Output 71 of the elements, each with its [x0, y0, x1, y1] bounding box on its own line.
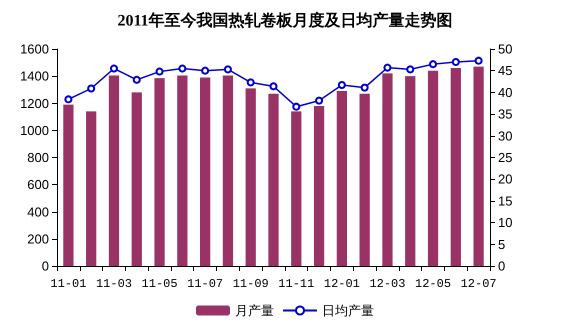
- point: [429, 60, 438, 68]
- bar: [200, 77, 210, 266]
- x-tick-label: 11-03: [96, 277, 132, 291]
- bar: [86, 111, 96, 266]
- y-tick-label: 1600: [20, 42, 49, 56]
- bar: [246, 88, 256, 266]
- point: [64, 95, 72, 104]
- y-tick-label: 600: [27, 177, 49, 192]
- bar: [450, 68, 461, 266]
- point: [110, 64, 118, 73]
- y2-tick-label: 40: [498, 84, 512, 100]
- y-tick-label: 1000: [20, 122, 49, 138]
- bar: [222, 75, 234, 266]
- y2-tick-label: 10: [498, 215, 512, 230]
- point: [224, 65, 232, 74]
- bar: [154, 78, 165, 266]
- x-tick-label: 12-07: [460, 277, 497, 291]
- bar: [314, 106, 324, 266]
- point: [383, 64, 392, 72]
- y-tick-label: 400: [27, 204, 49, 220]
- point: [452, 58, 460, 66]
- bar: [268, 94, 279, 266]
- point: [360, 84, 369, 92]
- point: [474, 56, 483, 65]
- y2-tick-label: 35: [498, 106, 512, 122]
- x-tick-label: 11-07: [187, 277, 224, 291]
- bar: [405, 76, 416, 266]
- bar: [132, 92, 142, 266]
- y-tick-label: 1200: [20, 96, 49, 111]
- point: [246, 78, 255, 86]
- bar: [177, 75, 188, 266]
- x-tick-label: 11-05: [142, 277, 178, 291]
- x-tick-label: 12-03: [369, 277, 406, 291]
- point: [338, 81, 346, 90]
- legend-label: 日均产量: [322, 303, 374, 318]
- y2-tick-label: 5: [498, 236, 506, 252]
- bar: [360, 94, 370, 266]
- chart-title: 2011年至今我国热轧卷板月度及日均产量走势图: [117, 10, 453, 30]
- bar: [428, 70, 438, 266]
- bar: [473, 66, 484, 266]
- y2-tick-label: 0: [498, 258, 506, 274]
- point: [201, 66, 210, 75]
- point: [132, 76, 141, 84]
- point: [406, 65, 414, 74]
- point: [156, 68, 164, 76]
- y2-tick-label: 20: [498, 172, 512, 187]
- bar: [336, 91, 347, 266]
- y2-tick-label: 25: [498, 150, 512, 165]
- y2-tick-label: 15: [498, 193, 512, 208]
- bar: [63, 104, 74, 266]
- legend-label: 月产量: [235, 303, 274, 318]
- y-tick-label: 0: [42, 258, 49, 274]
- x-tick-label: 11-09: [232, 277, 269, 291]
- x-tick-label: 12-01: [324, 277, 360, 291]
- x-tick-label: 12-05: [415, 277, 452, 291]
- point: [315, 96, 324, 105]
- point: [178, 64, 186, 73]
- x-tick-label: 11-11: [278, 277, 314, 291]
- point: [270, 82, 278, 90]
- y2-tick-label: 45: [498, 63, 512, 78]
- y-tick-label: 800: [27, 150, 49, 165]
- bar: [382, 73, 393, 266]
- point: [292, 102, 300, 111]
- y2-tick-label: 50: [498, 42, 512, 56]
- y2-tick-label: 30: [498, 128, 512, 144]
- x-tick-label: 11-01: [50, 277, 86, 291]
- bar: [291, 111, 302, 266]
- point: [87, 84, 96, 92]
- bar: [108, 75, 120, 266]
- y-tick-label: 200: [27, 231, 49, 246]
- y-tick-label: 1400: [20, 68, 49, 84]
